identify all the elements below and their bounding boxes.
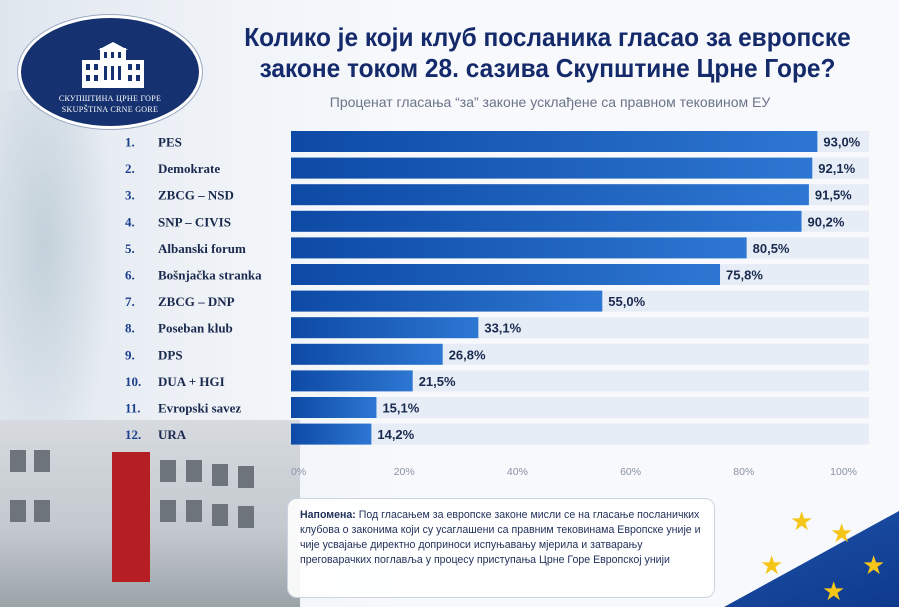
tick-label: 20% <box>394 466 415 478</box>
value-label: 90,2% <box>808 214 845 229</box>
bar-track <box>291 370 869 392</box>
chart-title: Колико је који клуб посланика гласао за … <box>226 22 870 84</box>
bar <box>291 237 747 259</box>
bar-track <box>291 397 869 418</box>
value-label: 55,0% <box>608 294 645 309</box>
category-label: Bošnjačka stranka <box>158 268 262 283</box>
eu-star-icon: ★ <box>862 550 886 580</box>
rank-label: 12. <box>125 427 141 442</box>
rank-label: 6. <box>125 268 135 283</box>
category-label: DPS <box>158 347 183 362</box>
rank-label: 3. <box>125 188 135 203</box>
background-tree <box>0 90 110 470</box>
rank-label: 8. <box>125 321 135 336</box>
tick-label: 40% <box>507 466 528 478</box>
chart-title-line1: Колико је који клуб посланика гласао за … <box>244 22 851 52</box>
chart-title-line2: законе током 28. сазива Скупштине Црне Г… <box>259 53 836 83</box>
value-label: 15,1% <box>382 401 419 416</box>
eu-star-icon: ★ <box>830 518 854 548</box>
bar <box>291 264 721 285</box>
tick-label: 80% <box>733 466 754 478</box>
bar <box>291 423 372 445</box>
rank-label: 1. <box>125 135 135 150</box>
bar <box>291 370 413 392</box>
bar <box>291 397 377 418</box>
logo-text-cyrillic: СКУПШТИНА ЦРНЕ ГОРЕ <box>58 94 162 103</box>
note-text: Под гласањем за европске законе мисли се… <box>300 509 701 566</box>
rank-label: 10. <box>125 374 141 389</box>
rank-label: 7. <box>125 294 135 309</box>
value-label: 92,1% <box>818 161 855 176</box>
chart-subtitle: Проценат гласања “за” законе усклађене с… <box>329 94 771 110</box>
category-label: URA <box>158 427 187 442</box>
logo-text-latin: SKUPŠTINA CRNE GORE <box>61 105 159 114</box>
parliament-logo: СКУПШТИНА ЦРНЕ ГОРЕ SKUPŠTINA CRNE GORE <box>18 15 202 129</box>
category-label: Poseban klub <box>158 321 233 336</box>
background-parliament-building <box>0 420 300 607</box>
bar <box>291 290 603 312</box>
bar <box>291 343 443 365</box>
rank-label: 5. <box>125 241 135 256</box>
value-label: 91,5% <box>815 188 852 203</box>
tick-label: 60% <box>620 466 641 478</box>
value-label: 26,8% <box>449 347 486 362</box>
category-label: Evropski savez <box>158 401 241 416</box>
value-label: 14,2% <box>377 427 414 442</box>
value-label: 80,5% <box>753 241 790 256</box>
eu-star-icon: ★ <box>760 550 784 580</box>
note-label: Напомена: <box>300 509 356 521</box>
category-label: PES <box>158 135 182 150</box>
value-label: 93,0% <box>823 135 860 150</box>
value-label: 75,8% <box>726 268 763 283</box>
bar <box>291 157 813 179</box>
tick-label: 100% <box>830 466 857 478</box>
montenegro-flag <box>112 452 150 582</box>
rank-label: 4. <box>125 214 135 229</box>
eu-star-icon: ★ <box>822 576 846 606</box>
category-label: ZBCG – NSD <box>158 188 234 203</box>
category-label: SNP – CIVIS <box>158 214 231 229</box>
bar-track <box>291 423 869 445</box>
note-box: Напомена: Под гласањем за европске закон… <box>287 498 715 598</box>
rank-label: 11. <box>125 401 141 416</box>
rank-label: 2. <box>125 161 135 176</box>
category-label: DUA + HGI <box>158 374 225 389</box>
eu-star-icon: ★ <box>790 506 814 536</box>
value-label: 33,1% <box>484 321 521 336</box>
bar <box>291 131 818 152</box>
category-label: ZBCG – DNP <box>158 294 235 309</box>
parliament-building-icon <box>82 42 144 88</box>
value-label: 21,5% <box>419 374 456 389</box>
bar <box>291 184 809 206</box>
category-label: Demokrate <box>158 161 220 176</box>
bar <box>291 210 802 232</box>
category-label: Albanski forum <box>158 241 246 256</box>
bar <box>291 317 479 339</box>
rank-label: 9. <box>125 347 135 362</box>
tick-label: 0% <box>291 466 306 478</box>
